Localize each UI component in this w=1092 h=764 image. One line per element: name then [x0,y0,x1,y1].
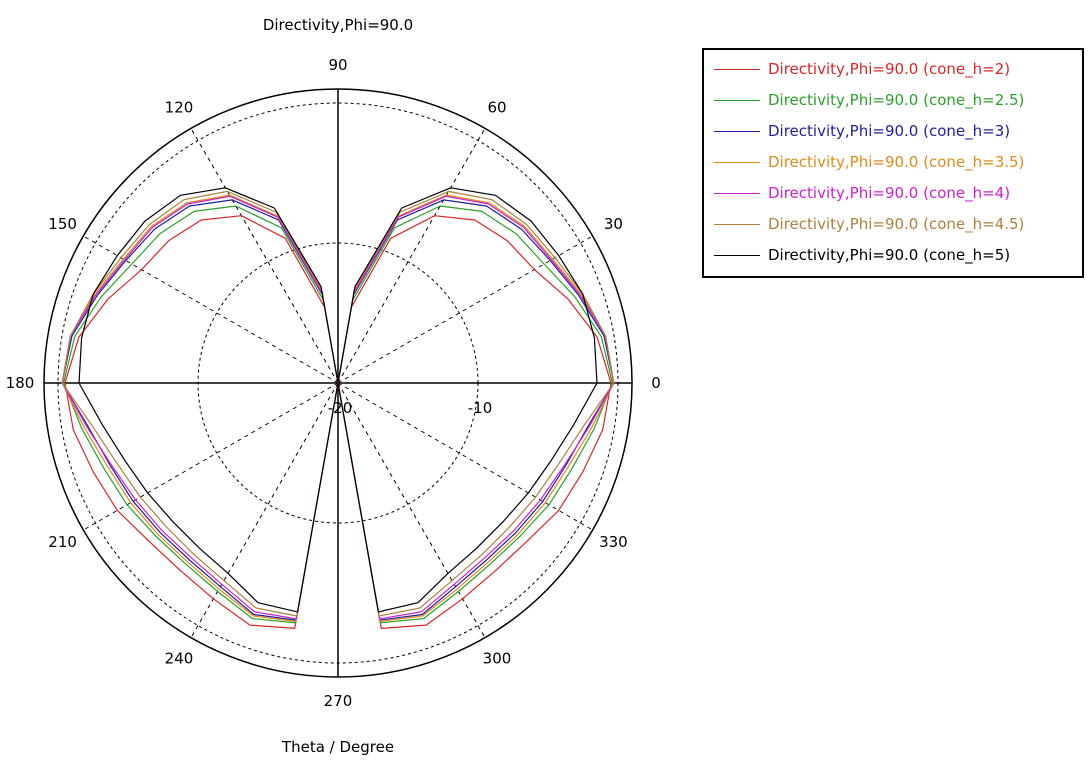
legend-label: Directivity,Phi=90.0 (cone_h=2.5) [768,91,1024,109]
legend-swatch [714,224,760,225]
legend-swatch [714,255,760,256]
legend-swatch [714,69,760,70]
legend-item: Directivity,Phi=90.0 (cone_h=2.5) [714,87,1024,113]
angle-spoke [338,128,485,383]
x-axis-label: Theta / Degree [281,738,394,756]
legend-swatch [714,193,760,194]
legend-label: Directivity,Phi=90.0 (cone_h=4) [768,184,1010,202]
legend-item: Directivity,Phi=90.0 (cone_h=4.5) [714,211,1024,237]
legend-label: Directivity,Phi=90.0 (cone_h=5) [768,246,1010,264]
legend-label: Directivity,Phi=90.0 (cone_h=3.5) [768,153,1024,171]
legend-item: Directivity,Phi=90.0 (cone_h=2) [714,56,1010,82]
legend-label: Directivity,Phi=90.0 (cone_h=3) [768,122,1010,140]
angle-tick-label: 210 [48,533,77,551]
angle-spoke [338,236,593,383]
angle-tick-label: 270 [324,692,353,710]
chart-title: Directivity,Phi=90.0 [263,16,413,34]
legend-swatch [714,162,760,163]
legend-item: Directivity,Phi=90.0 (cone_h=5) [714,242,1010,268]
angle-tick-label: 30 [604,215,623,233]
angle-tick-label: 180 [6,374,35,392]
angle-spoke [83,383,338,530]
legend-swatch [714,131,760,132]
radial-tick-labels: -20 -10 [328,399,493,417]
legend-swatch [714,100,760,101]
angle-tick-label: 240 [165,649,194,667]
radial-tick-label: -20 [328,399,353,417]
angle-tick-label: 0 [651,374,661,392]
legend-label: Directivity,Phi=90.0 (cone_h=4.5) [768,215,1024,233]
angle-spoke [191,128,338,383]
angle-tick-label: 120 [165,99,194,117]
legend-item: Directivity,Phi=90.0 (cone_h=4) [714,180,1010,206]
angle-tick-label: 90 [328,56,347,74]
legend-label: Directivity,Phi=90.0 (cone_h=2) [768,60,1010,78]
legend-item: Directivity,Phi=90.0 (cone_h=3) [714,118,1010,144]
legend-item: Directivity,Phi=90.0 (cone_h=3.5) [714,149,1024,175]
radial-tick-label: -10 [468,399,493,417]
angle-tick-label: 300 [483,649,512,667]
legend: Directivity,Phi=90.0 (cone_h=2) Directivi… [702,48,1084,278]
angle-tick-label: 150 [48,215,77,233]
angle-tick-label: 60 [487,99,506,117]
angle-spoke [338,383,593,530]
angle-tick-label: 330 [599,533,628,551]
angle-spoke [83,236,338,383]
